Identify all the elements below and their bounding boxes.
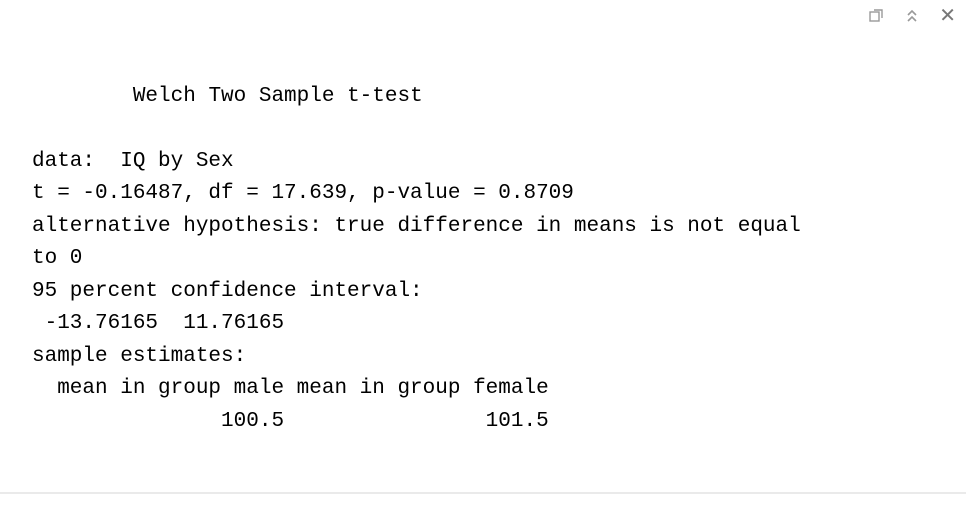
- confidence-interval-header: 95 percent confidence interval:: [32, 280, 423, 303]
- title-indent: [32, 85, 133, 108]
- sample-estimates-header: sample estimates:: [32, 345, 246, 368]
- collapse-icon[interactable]: [903, 7, 921, 25]
- close-icon[interactable]: ✕: [939, 6, 956, 26]
- test-title: Welch Two Sample t-test: [133, 85, 423, 108]
- data-line: data: IQ by Sex: [32, 150, 234, 173]
- test-title-line: Welch Two Sample t-test: [32, 85, 423, 108]
- sample-estimates-labels: mean in group male mean in group female: [32, 377, 561, 400]
- stats-line: t = -0.16487, df = 17.639, p-value = 0.8…: [32, 182, 574, 205]
- output-toolbar: ✕: [867, 6, 956, 26]
- confidence-interval-values: -13.76165 11.76165: [32, 312, 284, 335]
- alt-hypothesis-line-1: alternative hypothesis: true difference …: [32, 215, 801, 238]
- r-console-output: Welch Two Sample t-test data: IQ by Sex …: [0, 0, 966, 459]
- panel-divider: [0, 492, 966, 494]
- sample-estimates-values: 100.5 101.5: [32, 410, 561, 433]
- alt-hypothesis-line-2: to 0: [32, 247, 82, 270]
- popout-icon[interactable]: [867, 7, 885, 25]
